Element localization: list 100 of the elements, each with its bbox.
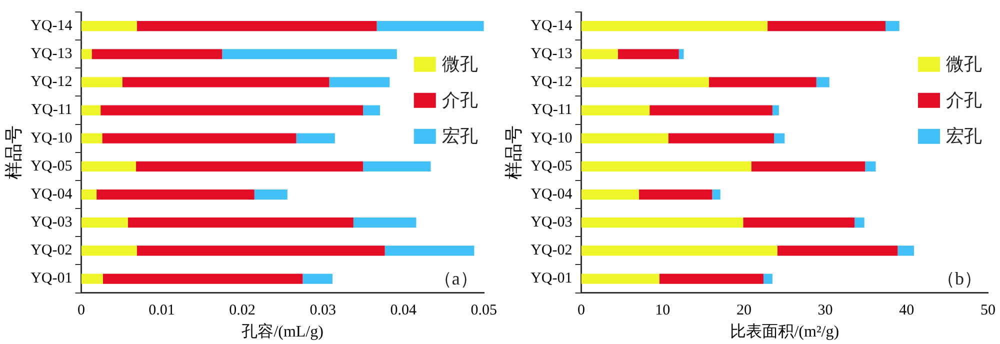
bar <box>581 133 668 144</box>
bar <box>102 133 296 144</box>
y-tick-label: YQ-02 <box>30 242 72 259</box>
x-tick-label: 50 <box>980 302 996 319</box>
bar <box>774 133 785 144</box>
bar <box>898 246 914 256</box>
bar <box>122 77 330 88</box>
y-tick-label: YQ-05 <box>530 158 572 174</box>
y-tick-label: YQ-03 <box>530 214 572 231</box>
x-tick-label: 0 <box>578 302 586 319</box>
bar <box>81 49 92 60</box>
bar <box>581 20 768 32</box>
bar <box>81 218 128 228</box>
y-tick-label: YQ-01 <box>530 270 572 287</box>
bar <box>712 189 720 200</box>
bar <box>659 274 764 284</box>
legend-label: 微孔 <box>442 54 478 74</box>
x-tick-label: 20 <box>736 302 752 319</box>
bar <box>136 20 377 32</box>
y-tick-label: YQ-04 <box>30 186 73 202</box>
bar <box>816 77 830 88</box>
bar <box>353 218 416 228</box>
y-tick-label: YQ-05 <box>30 158 72 174</box>
bar <box>743 218 855 228</box>
y-tick-label: YQ-14 <box>30 18 73 34</box>
bar <box>81 133 102 144</box>
bar <box>136 246 385 256</box>
bar <box>581 189 640 200</box>
x-tick-label: 0 <box>78 302 86 319</box>
legend-label: 介孔 <box>946 90 982 110</box>
bar <box>865 161 876 172</box>
bar <box>92 49 222 60</box>
bar <box>581 246 778 256</box>
bar <box>81 246 137 256</box>
bar <box>581 218 744 228</box>
bar <box>296 133 335 144</box>
y-axis-title: 样品号 <box>4 125 24 180</box>
y-tick-label: YQ-12 <box>530 74 572 90</box>
y-tick-label: YQ-11 <box>531 102 572 118</box>
bar <box>581 77 709 88</box>
y-tick-label: YQ-04 <box>530 186 573 202</box>
legend-label: 宏孔 <box>442 126 478 146</box>
bar <box>81 77 122 88</box>
x-tick-label: 0.03 <box>310 302 336 319</box>
bar <box>581 274 660 284</box>
bar <box>886 20 900 32</box>
bar <box>222 49 397 60</box>
bar <box>302 274 332 284</box>
bar <box>103 274 303 284</box>
bar <box>81 189 97 200</box>
x-axis-title: 比表面积/(m²/g) <box>730 322 840 341</box>
bar <box>763 274 772 284</box>
x-tick-label: 0.02 <box>229 302 256 319</box>
bar <box>363 105 380 116</box>
bar <box>376 20 484 32</box>
y-tick-label: YQ-11 <box>31 102 72 118</box>
x-tick-label: 0.04 <box>390 302 417 319</box>
legend-label: 介孔 <box>442 90 478 110</box>
bar <box>81 105 101 116</box>
y-tick-label: YQ-13 <box>30 46 72 62</box>
y-tick-label: YQ-10 <box>30 130 72 146</box>
y-tick-label: YQ-14 <box>530 18 573 34</box>
bar <box>777 246 898 256</box>
bar <box>254 189 288 200</box>
bar <box>768 20 886 32</box>
bar <box>581 49 618 60</box>
bar <box>329 77 390 88</box>
bar <box>81 20 137 32</box>
annotation: （b） <box>937 268 982 289</box>
bar <box>581 161 752 172</box>
bar <box>100 105 364 116</box>
x-tick-label: 40 <box>899 302 914 319</box>
y-tick-label: YQ-12 <box>30 74 72 90</box>
y-tick-label: YQ-13 <box>530 46 572 62</box>
bar <box>81 274 103 284</box>
x-tick-label: 30 <box>818 302 833 319</box>
bar <box>639 189 712 200</box>
x-tick-label: 0.01 <box>148 302 175 319</box>
y-tick-label: YQ-01 <box>30 270 72 287</box>
x-axis-title: 孔容/(mL/g) <box>242 322 324 341</box>
legend-label: 宏孔 <box>946 126 982 146</box>
bar <box>678 49 684 60</box>
bar <box>384 246 474 256</box>
x-tick-label: 0.05 <box>470 302 497 319</box>
y-axis-title: 样品号 <box>504 125 524 180</box>
bar <box>751 161 866 172</box>
bar <box>650 105 772 116</box>
bar <box>581 105 650 116</box>
bar <box>96 189 254 200</box>
bar <box>363 161 431 172</box>
annotation: （a） <box>434 268 478 289</box>
y-tick-label: YQ-02 <box>530 242 572 259</box>
bar <box>708 77 816 88</box>
bar <box>128 218 354 228</box>
x-tick-label: 10 <box>655 302 670 319</box>
y-tick-label: YQ-03 <box>30 214 72 231</box>
bar <box>668 133 774 144</box>
legend-label: 微孔 <box>946 54 982 74</box>
y-tick-label: YQ-10 <box>530 130 572 146</box>
bar <box>618 49 679 60</box>
